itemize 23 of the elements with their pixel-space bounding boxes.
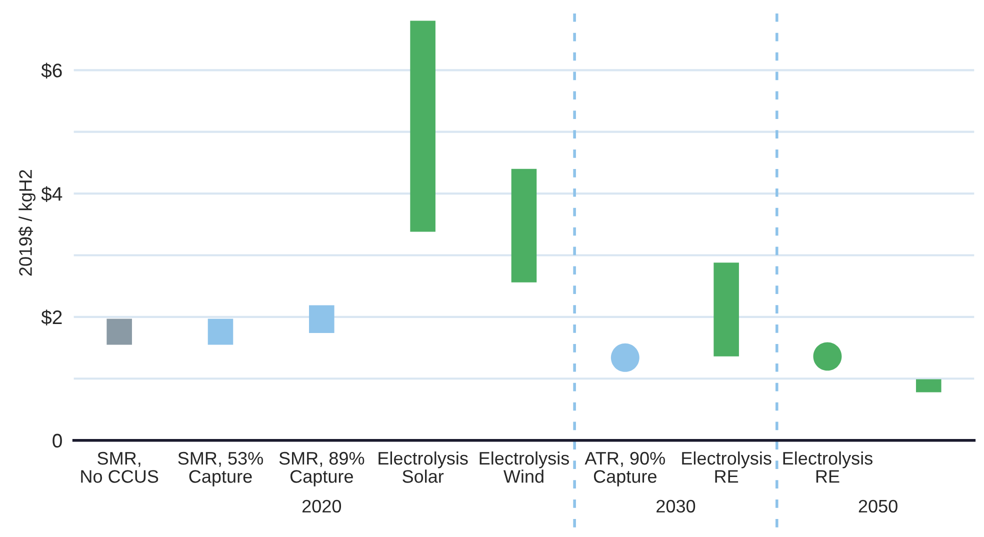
bar [511, 168, 537, 282]
bar [714, 262, 739, 356]
x-tick-label: Electrolysis RE [682, 451, 772, 483]
x-tick-label: Electrolysis Wind [480, 451, 569, 483]
bar [106, 318, 132, 345]
y-axis-title: 2019$ / kgH2 [18, 170, 36, 276]
text: 2050 [858, 500, 898, 513]
bar [309, 305, 334, 333]
text: 2020 [302, 500, 342, 513]
y-tick-label: $4 [41, 186, 62, 202]
x-tick-label: Electrolysis RE [783, 451, 872, 483]
x-tick-label: SMR, 53% Capture [178, 452, 263, 486]
y-tick-label: $6 [41, 62, 62, 79]
y-tick-label: $2 [41, 310, 62, 326]
x-tick-label: SMR, No CCUS [81, 452, 158, 483]
bar [410, 20, 436, 232]
text: 2030 [656, 500, 696, 513]
bar [916, 379, 942, 392]
x-tick-label: ATR, 90% Capture [584, 452, 665, 486]
x-tick-label: SMR, 89% Capture [279, 452, 364, 486]
bar [208, 318, 234, 345]
y-tick-label: 0 [52, 434, 62, 448]
x-tick-label: Electrolysis Solar [378, 451, 468, 483]
